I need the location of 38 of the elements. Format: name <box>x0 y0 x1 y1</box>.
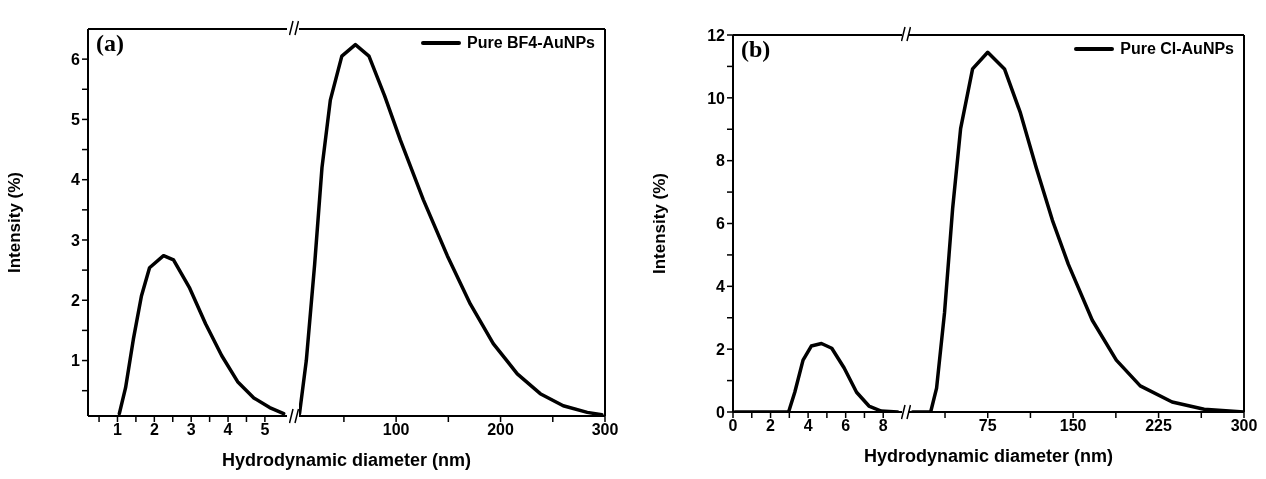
y-tick-label: 2 <box>71 291 81 309</box>
x-tick-label: 225 <box>1145 417 1173 435</box>
x-axis-title: Hydrodynamic diameter (nm) <box>862 446 1115 467</box>
y-tick-label: 3 <box>71 231 81 249</box>
y-tick-label: 6 <box>716 215 726 233</box>
x-tick-label: 2 <box>766 417 776 435</box>
y-tick-label: 12 <box>707 26 726 44</box>
y-tick-label: 6 <box>71 50 81 68</box>
legend-label: Pure BF4-AuNPs <box>466 34 595 52</box>
x-axis-title: Hydrodynamic diameter (nm) <box>220 450 473 471</box>
x-tick-label: 4 <box>223 421 233 439</box>
y-tick-label: 1 <box>71 352 81 370</box>
x-tick-label: 4 <box>803 417 813 435</box>
y-tick-label: 8 <box>716 152 726 170</box>
annotation: (a) <box>96 30 124 57</box>
y-tick-label: 4 <box>716 278 726 296</box>
y-tick-label: 2 <box>716 340 726 358</box>
y-tick-label: 5 <box>71 111 81 129</box>
y-tick-label: 0 <box>716 403 726 421</box>
x-tick-label: 6 <box>841 417 851 435</box>
y-tick-label: 10 <box>707 89 726 107</box>
x-tick-label: 2 <box>149 421 159 439</box>
x-tick-label: 5 <box>260 421 270 439</box>
x-tick-label: 100 <box>382 421 410 439</box>
x-tick-label: 8 <box>878 417 888 435</box>
x-tick-label: 3 <box>186 421 196 439</box>
x-tick-label: 1 <box>113 421 123 439</box>
annotation: (b) <box>741 36 771 63</box>
y-tick-label: 4 <box>71 171 81 189</box>
y-axis-title: Intensity (%) <box>650 172 670 275</box>
x-tick-label: 300 <box>1230 417 1258 435</box>
x-tick-label: 0 <box>728 417 738 435</box>
y-axis-title: Intensity (%) <box>5 171 25 274</box>
x-tick-label: 150 <box>1059 417 1087 435</box>
legend-label: Pure Cl-AuNPs <box>1120 40 1234 58</box>
x-tick-label: 200 <box>487 421 515 439</box>
x-tick-label: 300 <box>591 421 619 439</box>
x-tick-label: 75 <box>978 417 997 435</box>
